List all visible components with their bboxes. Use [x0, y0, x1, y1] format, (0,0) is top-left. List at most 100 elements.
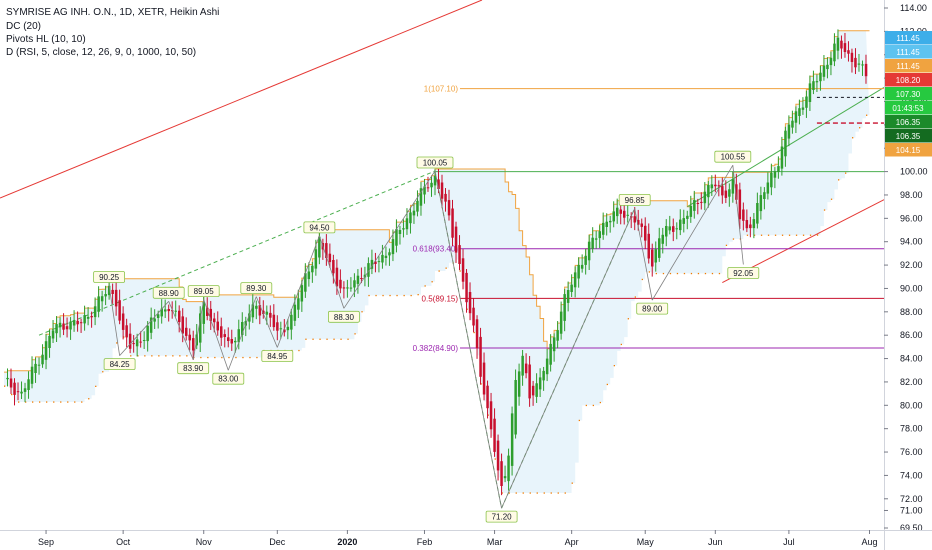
- candle-body: [237, 329, 240, 343]
- candle-body: [314, 249, 318, 269]
- candle-body: [174, 310, 177, 312]
- donchian-lower-dot: [53, 401, 55, 403]
- candle-body: [223, 334, 226, 337]
- candle-body: [517, 371, 521, 397]
- candle-body: [787, 124, 791, 139]
- donchian-lower-dot: [74, 401, 76, 403]
- pivot-label-box: [727, 267, 760, 279]
- donchian-lower-dot: [102, 371, 104, 373]
- time-tick-label: Aug: [861, 537, 877, 547]
- candle-body: [360, 278, 363, 279]
- candle-body: [227, 337, 230, 341]
- candle-body: [500, 461, 503, 486]
- candle-layer[interactable]: [6, 29, 868, 496]
- legend-title: SYMRISE AG INH. O.N., 1D, XETR, Heikin A…: [6, 7, 219, 18]
- pivot-label-box: [177, 362, 210, 375]
- donchian-lower-dot: [116, 342, 118, 344]
- donchian-lower-dot: [859, 127, 861, 129]
- candle-body: [766, 182, 770, 194]
- donchian-lower-dot: [795, 234, 798, 236]
- candle-body: [637, 220, 640, 225]
- candle-body: [234, 340, 237, 343]
- donchian-lower-dot: [641, 278, 643, 281]
- pivot-label-text: 100.55: [721, 153, 746, 162]
- time-tick-label: Jul: [783, 537, 795, 547]
- candle-body: [146, 325, 149, 342]
- candle-body: [710, 184, 714, 189]
- time-tick-label: Sep: [38, 537, 54, 547]
- candle-body: [580, 264, 584, 269]
- candle-body: [58, 322, 62, 328]
- candle-body: [367, 263, 370, 277]
- price-badge: [885, 59, 932, 73]
- price-badge: [885, 87, 932, 101]
- candle-body: [521, 355, 524, 376]
- candle-body: [384, 255, 388, 258]
- candle-body: [328, 253, 332, 263]
- donchian-lower-dot: [648, 271, 650, 273]
- donchian-lower-dot: [852, 137, 854, 139]
- pivot-connector: [318, 235, 345, 309]
- price-tick-label: 90.00: [900, 283, 923, 293]
- candle-body: [20, 391, 23, 394]
- donchian-lower-dot: [585, 404, 587, 407]
- candle-body: [142, 340, 146, 341]
- price-badge-label: 104.15: [896, 146, 921, 155]
- candle-body: [332, 260, 335, 274]
- pivot-connector: [168, 301, 194, 360]
- candle-body: [430, 182, 433, 188]
- candle-body: [51, 330, 55, 339]
- candle-body: [156, 314, 160, 318]
- pivot-label-text: 88.30: [334, 313, 355, 322]
- candle-body: [658, 238, 661, 258]
- candle-body: [181, 316, 184, 334]
- candle-body: [255, 305, 258, 309]
- candle-body: [44, 341, 48, 360]
- donchian-lower-dot: [669, 272, 672, 275]
- pivot-connector: [203, 299, 229, 371]
- candle-body: [335, 267, 339, 287]
- donchian-lower-dot: [235, 356, 237, 359]
- candle-body: [370, 259, 374, 269]
- candle-body: [749, 224, 752, 229]
- candle-body: [391, 239, 395, 255]
- price-tick-label: 100.00: [900, 167, 928, 177]
- time-axis[interactable]: Sep Oct Nov Dec 2020 Feb Mar Apr May Jun Jul Aug: [0, 530, 932, 547]
- candle-body: [381, 254, 384, 263]
- candle-body: [297, 298, 300, 310]
- pivot-connector: [634, 208, 653, 301]
- pivot-connector: [501, 208, 636, 509]
- price-badge: [885, 129, 932, 143]
- price-badge-layer: 111.45 111.45 111.45 108.20 107.30 01:43:53 10…: [885, 31, 932, 157]
- candle-body: [784, 130, 787, 157]
- candle-body: [545, 358, 549, 375]
- pivot-connector: [651, 164, 734, 301]
- price-badge-label: 106.35: [896, 132, 921, 141]
- candle-body: [188, 334, 191, 341]
- donchian-lower-dot: [18, 401, 20, 403]
- price-tick-label: 84.00: [900, 354, 923, 364]
- donchian-lower-dot: [788, 234, 791, 236]
- candle-body: [388, 252, 391, 256]
- donchian-lower-dot: [781, 234, 784, 236]
- fib-level-label: 0.5(89.15): [422, 294, 459, 303]
- candle-body: [570, 284, 573, 292]
- candle-body: [107, 285, 111, 296]
- candle-body: [696, 203, 700, 204]
- candle-body: [724, 190, 728, 198]
- candle-body: [93, 306, 97, 318]
- price-badge: [885, 143, 932, 157]
- candle-body: [248, 313, 251, 322]
- candle-body: [573, 272, 577, 288]
- candle-body: [251, 304, 255, 318]
- pivot-connector: [434, 170, 502, 509]
- time-tick-label: 2020: [337, 537, 357, 547]
- price-tick-label: 96.00: [900, 213, 923, 223]
- donchian-lower-dot: [613, 365, 615, 367]
- donchian-fill-layer: [4, 30, 870, 494]
- donchian-lower-dot: [866, 114, 868, 116]
- candle-body: [472, 307, 475, 326]
- candle-body: [510, 413, 514, 466]
